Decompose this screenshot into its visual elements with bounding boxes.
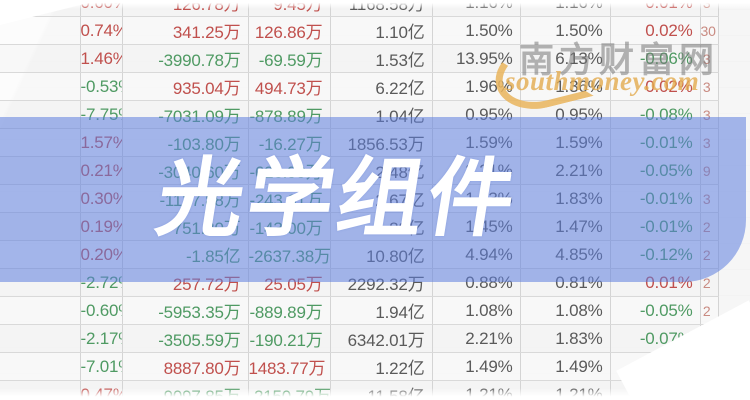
cell-turnover-rate-a: 1.49% (432, 352, 521, 381)
cell-super-large-net: 126.86万 (248, 16, 331, 45)
page-title: 光学组件 (150, 149, 526, 249)
table-row[interactable]: 0.74%341.25万126.86万1.10亿1.50%1.50%0.02%3… (0, 16, 719, 45)
cell-super-large-net: -190.21万 (248, 324, 331, 353)
cell-super-large-net: -69.59万 (248, 44, 331, 73)
cell-turnover: 6.22亿 (330, 72, 433, 101)
cell-main-net-inflow: -3505.59万 (122, 324, 249, 353)
cell-main-net-inflow: -3990.78万 (122, 44, 249, 73)
cell-super-large-net: -889.89万 (248, 296, 331, 325)
cell-tail: 3 (700, 72, 719, 101)
cell-change-pct: -0.53% (80, 72, 123, 101)
cell-turnover-rate-b: 1.50% (520, 16, 611, 45)
table-row[interactable]: 1.46%-3990.78万-69.59万1.53亿13.95%6.13%-0.… (0, 44, 719, 73)
cell-turnover: 1.94亿 (330, 296, 433, 325)
cell-turnover-rate-b: 1.83% (520, 324, 611, 353)
cell-change-pct: -0.60% (80, 296, 123, 325)
cell-turnover: 6342.01万 (330, 324, 433, 353)
row-gutter (0, 16, 81, 45)
cell-turnover-rate-a: 13.95% (432, 44, 521, 73)
cell-turnover: 1.22亿 (330, 352, 433, 381)
cell-tail: 3 (700, 44, 719, 73)
table-row[interactable]: -2.17%-3505.59万-190.21万6342.01万2.21%1.83… (0, 324, 719, 353)
table-row[interactable]: -7.01%8887.80万1483.77万1.22亿1.49%1.49%0.1… (0, 352, 719, 381)
edge-fade-bottom (0, 388, 750, 400)
cell-delta-pct: 0.02% (610, 72, 701, 101)
row-gutter (0, 72, 81, 101)
cell-change-pct: -2.17% (80, 324, 123, 353)
cell-turnover: 1.10亿 (330, 16, 433, 45)
row-gutter (0, 324, 81, 353)
cell-main-net-inflow: -5953.35万 (122, 296, 249, 325)
cell-turnover-rate-a: 2.21% (432, 324, 521, 353)
edge-fade-top (0, 0, 750, 9)
cell-change-pct: -7.01% (80, 352, 123, 381)
highlight-band (0, 117, 746, 282)
cell-tail: 30 (700, 16, 719, 45)
cell-main-net-inflow: 8887.80万 (122, 352, 249, 381)
cell-main-net-inflow: 341.25万 (122, 16, 249, 45)
cell-turnover-rate-a: 1.96% (432, 72, 521, 101)
cell-turnover-rate-b: 6.13% (520, 44, 611, 73)
cell-delta-pct: -0.06% (610, 44, 701, 73)
cell-delta-pct: -0.05% (610, 296, 701, 325)
cell-super-large-net: 494.73万 (248, 72, 331, 101)
cell-turnover-rate-b: 1.49% (520, 352, 611, 381)
row-gutter (0, 352, 81, 381)
cell-change-pct: 0.74% (80, 16, 123, 45)
table-row[interactable]: -0.53%935.04万494.73万6.22亿1.96%1.36%0.02%… (0, 72, 719, 101)
row-gutter (0, 44, 81, 73)
row-gutter (0, 296, 81, 325)
cell-delta-pct: 0.02% (610, 16, 701, 45)
cell-turnover: 1.53亿 (330, 44, 433, 73)
cell-super-large-net: 1483.77万 (248, 352, 331, 381)
table-row[interactable]: -0.60%-5953.35万-889.89万1.94亿1.08%1.08%-0… (0, 296, 719, 325)
cell-turnover-rate-b: 1.36% (520, 72, 611, 101)
cell-turnover-rate-b: 1.08% (520, 296, 611, 325)
cell-turnover-rate-a: 1.08% (432, 296, 521, 325)
cell-change-pct: 1.46% (80, 44, 123, 73)
cell-turnover-rate-a: 1.50% (432, 16, 521, 45)
cell-main-net-inflow: 935.04万 (122, 72, 249, 101)
